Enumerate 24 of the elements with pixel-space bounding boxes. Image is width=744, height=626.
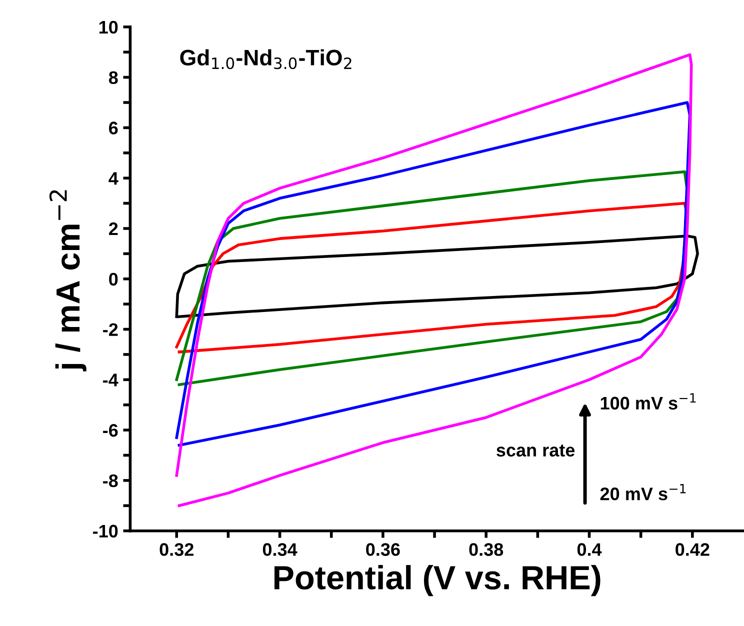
y-tick-label: 10 [99, 20, 118, 34]
annotation: Gd$_{1.0}$-Nd$_{3.0}$-TiO$_{2}$ [180, 49, 352, 70]
y-tick-label: -8 [103, 474, 118, 488]
y-tick-label: 0 [109, 272, 118, 286]
x-tick-label: 0.4 [577, 543, 602, 556]
x-axis-title: Potential (V vs. RHE) [274, 565, 600, 596]
y-tick-label: -2 [103, 323, 118, 336]
x-tick-label: 0.42 [676, 543, 710, 556]
annotation: scan rate [496, 444, 575, 457]
annotation: 20 mV s$^{−1}$ [600, 484, 686, 500]
y-tick-label: 2 [108, 222, 118, 236]
x-tick-label: 0.38 [469, 543, 504, 556]
y-tick-label: -4 [103, 374, 118, 386]
y-axis-title: j / mA cm$^{−2}$ [49, 190, 86, 372]
annotation: 100 mV s$^{−1}$ [600, 393, 696, 410]
line-series [175, 234, 699, 318]
x-tick-label: 0.36 [366, 543, 400, 556]
y-tick-label: 6 [109, 122, 118, 134]
y-tick-label: -6 [103, 424, 118, 437]
x-tick-label: 0.32 [160, 543, 194, 556]
x-tick-label: 0.34 [262, 543, 298, 556]
y-tick-label: 8 [108, 71, 118, 84]
y-tick-label: 4 [108, 172, 118, 185]
y-tick-label: -10 [93, 524, 118, 538]
